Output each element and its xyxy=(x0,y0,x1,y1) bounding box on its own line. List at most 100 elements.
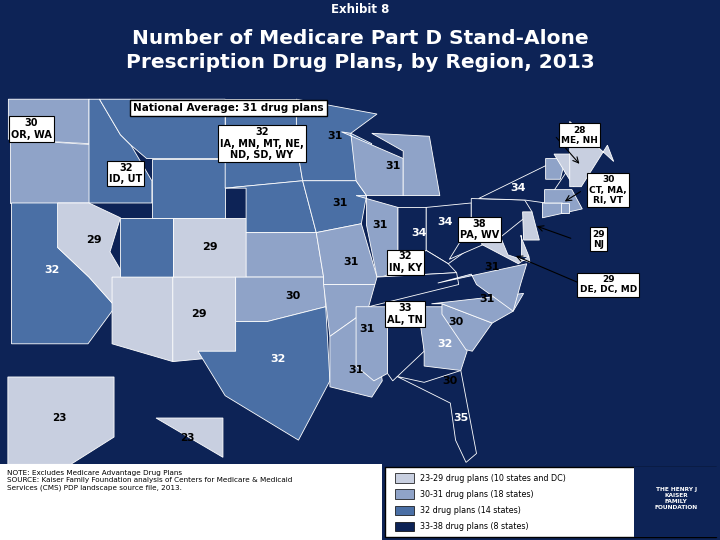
Polygon shape xyxy=(120,218,173,277)
Text: 30: 30 xyxy=(286,292,301,301)
Text: 38
PA, WV: 38 PA, WV xyxy=(460,219,499,240)
Polygon shape xyxy=(316,224,381,285)
Text: 35: 35 xyxy=(453,413,469,423)
Bar xyxy=(395,473,414,483)
Polygon shape xyxy=(12,203,114,344)
Polygon shape xyxy=(418,307,467,370)
Polygon shape xyxy=(356,307,387,381)
Polygon shape xyxy=(58,203,120,305)
Polygon shape xyxy=(246,233,323,277)
Polygon shape xyxy=(521,235,529,256)
Polygon shape xyxy=(554,154,574,187)
Text: 31: 31 xyxy=(372,220,388,230)
Text: NOTE: Excludes Medicare Advantage Drug Plans
SOURCE: Kaiser Family Foundation an: NOTE: Excludes Medicare Advantage Drug P… xyxy=(7,470,292,491)
Bar xyxy=(395,505,414,515)
Polygon shape xyxy=(479,159,565,203)
Bar xyxy=(0,464,382,540)
Polygon shape xyxy=(99,99,225,159)
Bar xyxy=(385,468,716,537)
Polygon shape xyxy=(235,277,325,321)
Polygon shape xyxy=(431,293,523,323)
Text: 31: 31 xyxy=(359,324,374,334)
Polygon shape xyxy=(449,224,500,259)
Polygon shape xyxy=(356,195,398,277)
Text: 31: 31 xyxy=(328,131,343,141)
Polygon shape xyxy=(372,133,440,195)
Polygon shape xyxy=(426,203,472,264)
Polygon shape xyxy=(377,251,456,281)
Text: 34: 34 xyxy=(437,217,453,227)
Polygon shape xyxy=(523,212,539,240)
Text: 30
OR, WA: 30 OR, WA xyxy=(11,118,52,140)
Text: 32: 32 xyxy=(45,265,60,275)
Polygon shape xyxy=(173,277,235,362)
Polygon shape xyxy=(546,159,565,179)
Text: 29: 29 xyxy=(192,309,207,319)
Text: THE HENRY J
KAISER
FAMILY
FOUNDATION: THE HENRY J KAISER FAMILY FOUNDATION xyxy=(654,487,698,510)
Text: 31: 31 xyxy=(343,257,359,267)
Text: 30
CT, MA,
RI, VT: 30 CT, MA, RI, VT xyxy=(590,175,627,205)
Text: National Average: 31 drug plans: National Average: 31 drug plans xyxy=(132,103,323,113)
Text: 29: 29 xyxy=(86,235,102,245)
Text: 31: 31 xyxy=(485,262,500,272)
Text: 33-38 drug plans (8 states): 33-38 drug plans (8 states) xyxy=(420,522,528,531)
Polygon shape xyxy=(472,199,532,237)
Text: 30-31 drug plans (18 states): 30-31 drug plans (18 states) xyxy=(420,490,534,499)
Polygon shape xyxy=(341,132,403,195)
Text: 28
ME, NH: 28 ME, NH xyxy=(562,126,598,145)
Polygon shape xyxy=(225,144,302,188)
Polygon shape xyxy=(89,99,152,203)
Polygon shape xyxy=(302,181,366,233)
Text: 31: 31 xyxy=(348,366,364,375)
Text: 30: 30 xyxy=(448,316,463,327)
Text: 30: 30 xyxy=(443,376,458,386)
Polygon shape xyxy=(570,122,613,187)
Polygon shape xyxy=(225,99,297,144)
Polygon shape xyxy=(152,159,225,218)
Polygon shape xyxy=(482,237,530,264)
Text: 33
AL, TN: 33 AL, TN xyxy=(387,303,423,325)
Text: 31: 31 xyxy=(385,161,400,171)
Text: 29
DE, DC, MD: 29 DE, DC, MD xyxy=(580,275,637,294)
Polygon shape xyxy=(544,190,582,213)
Polygon shape xyxy=(397,370,477,462)
Text: 34: 34 xyxy=(510,183,526,193)
Polygon shape xyxy=(442,304,492,351)
Polygon shape xyxy=(198,307,330,440)
Polygon shape xyxy=(369,273,459,307)
Text: 31: 31 xyxy=(333,198,348,208)
Text: Number of Medicare Part D Stand-Alone
Prescription Drug Plans, by Region, 2013: Number of Medicare Part D Stand-Alone Pr… xyxy=(125,29,595,72)
Polygon shape xyxy=(173,218,246,277)
Polygon shape xyxy=(11,139,89,203)
Polygon shape xyxy=(438,264,527,311)
Polygon shape xyxy=(330,307,382,397)
Text: 23: 23 xyxy=(52,413,66,423)
Bar xyxy=(634,468,719,537)
Text: 31: 31 xyxy=(480,294,495,305)
Text: 32
IA, MN, MT, NE,
ND, SD, WY: 32 IA, MN, MT, NE, ND, SD, WY xyxy=(220,127,304,160)
Polygon shape xyxy=(323,285,375,336)
Bar xyxy=(395,489,414,499)
Text: 23-29 drug plans (10 states and DC): 23-29 drug plans (10 states and DC) xyxy=(420,474,566,483)
Text: 34: 34 xyxy=(411,228,427,238)
Polygon shape xyxy=(8,377,114,464)
Text: 32
ID, UT: 32 ID, UT xyxy=(109,163,143,184)
Polygon shape xyxy=(9,99,89,144)
Text: Exhibit 8: Exhibit 8 xyxy=(330,3,390,16)
Polygon shape xyxy=(398,207,426,265)
Text: 23: 23 xyxy=(180,433,194,443)
Text: 32 drug plans (14 states): 32 drug plans (14 states) xyxy=(420,506,521,515)
Text: 32: 32 xyxy=(270,354,285,363)
Polygon shape xyxy=(297,99,377,181)
Polygon shape xyxy=(387,307,424,381)
Polygon shape xyxy=(112,277,173,362)
Polygon shape xyxy=(562,203,569,213)
Text: 32
IN, KY: 32 IN, KY xyxy=(389,252,422,273)
Text: 32: 32 xyxy=(438,339,453,349)
Polygon shape xyxy=(156,418,223,457)
Polygon shape xyxy=(542,203,562,218)
Text: 29
NJ: 29 NJ xyxy=(593,230,605,249)
Polygon shape xyxy=(225,181,316,233)
Text: 29: 29 xyxy=(202,242,217,252)
Bar xyxy=(395,522,414,531)
